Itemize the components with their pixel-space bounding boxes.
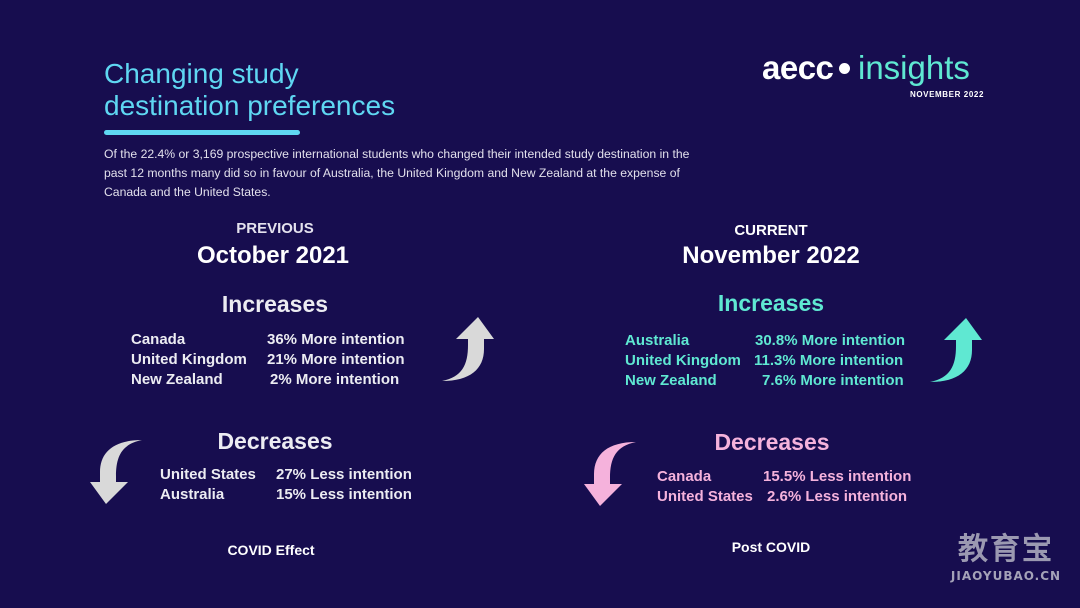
- curved-down-arrow-icon: [584, 442, 636, 506]
- country-name: United Kingdom: [131, 351, 247, 368]
- intro-paragraph: Of the 22.4% or 3,169 prospective intern…: [104, 147, 690, 199]
- previous-date: October 2021: [196, 242, 350, 269]
- title-underline: [104, 130, 300, 135]
- list-item: Australia 30.8% More intention: [625, 332, 925, 352]
- previous-label: PREVIOUS: [236, 220, 314, 237]
- change-value: 15.5% Less intention: [763, 468, 912, 485]
- change-value: 15% Less intention: [276, 486, 412, 503]
- logo-product: insights: [858, 49, 970, 86]
- country-name: Canada: [131, 331, 186, 348]
- list-item: New Zealand 2% More intention: [131, 371, 431, 391]
- country-name: United States: [160, 466, 256, 483]
- watermark-sub: JIAOYUBAO.CN: [950, 569, 1062, 583]
- list-item: New Zealand 7.6% More intention: [625, 372, 925, 392]
- list-item: Canada 36% More intention: [131, 331, 431, 351]
- list-item: Australia 15% Less intention: [160, 486, 430, 506]
- logo-dot: [839, 63, 850, 74]
- change-value: 21% More intention: [267, 351, 405, 368]
- list-item: United States 2.6% Less intention: [657, 488, 927, 508]
- title-line-1: Changing study: [104, 58, 299, 89]
- change-value: 7.6% More intention: [762, 372, 904, 389]
- watermark-main: 教育宝: [958, 532, 1054, 567]
- aecc-insights-logo: aecc insights NOVEMBER 2022: [762, 50, 984, 100]
- country-name: Australia: [160, 486, 225, 503]
- change-value: 2.6% Less intention: [767, 488, 908, 505]
- current-label: CURRENT: [734, 222, 808, 239]
- page-title: Changing study destination preferences: [104, 58, 464, 122]
- curved-up-arrow-icon: [442, 317, 494, 381]
- logo-date: NOVEMBER 2022: [909, 90, 984, 99]
- curved-up-arrow-icon: [930, 318, 982, 382]
- list-item: Canada 15.5% Less intention: [657, 468, 927, 488]
- previous-increases-heading: Increases: [221, 291, 329, 317]
- country-name: New Zealand: [625, 372, 717, 389]
- curved-down-arrow-icon: [90, 440, 142, 504]
- list-item: United States 27% Less intention: [160, 466, 430, 486]
- change-value: 30.8% More intention: [755, 332, 906, 349]
- country-name: United Kingdom: [625, 352, 741, 369]
- previous-footer: COVID Effect: [227, 542, 315, 558]
- current-date: November 2022: [682, 242, 860, 269]
- country-name: Australia: [625, 332, 690, 349]
- title-line-2: destination preferences: [104, 90, 396, 121]
- change-value: 36% More intention: [267, 331, 405, 348]
- country-name: United States: [657, 488, 753, 505]
- change-value: 2% More intention: [270, 371, 400, 388]
- change-value: 27% Less intention: [276, 466, 412, 483]
- country-name: Canada: [657, 468, 712, 485]
- list-item: United Kingdom 11.3% More intention: [625, 352, 925, 372]
- previous-decreases-heading: Decreases: [217, 428, 333, 454]
- current-increases-heading: Increases: [717, 290, 825, 316]
- current-footer: Post COVID: [731, 539, 811, 555]
- list-item: United Kingdom 21% More intention: [131, 351, 431, 371]
- country-name: New Zealand: [131, 371, 223, 388]
- watermark-logo: 教育宝 JIAOYUBAO.CN: [946, 532, 1066, 592]
- change-value: 11.3% More intention: [754, 352, 904, 369]
- logo-brand: aecc: [762, 49, 834, 86]
- current-decreases-heading: Decreases: [714, 429, 830, 455]
